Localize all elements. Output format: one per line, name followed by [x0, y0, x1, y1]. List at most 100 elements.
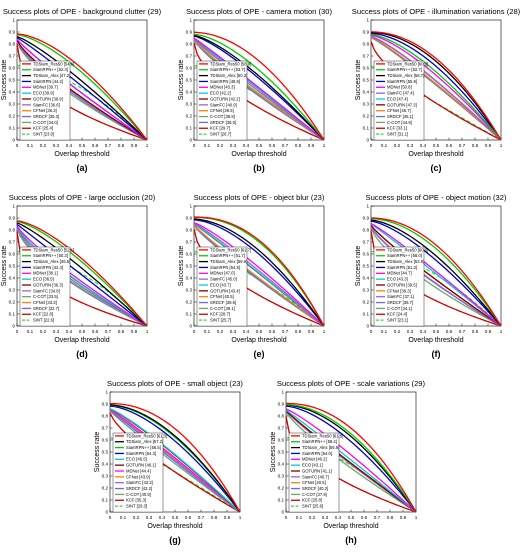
- legend-label-eco: ECO [36.5]: [33, 277, 54, 282]
- legend-label-cfnet: CFNet [45.7]: [387, 108, 411, 113]
- y-tick-label: 0.4: [363, 90, 370, 95]
- legend-label-siamfc: SiamFC [37.1]: [387, 294, 414, 299]
- x-tick-label: 0.5: [79, 329, 86, 334]
- x-tick-label: 0.6: [92, 329, 99, 334]
- chart-title: Success plots of OPE - camera motion (30…: [186, 7, 332, 16]
- series-line-siamrpn: [370, 220, 502, 327]
- y-tick-label: 0.6: [186, 252, 193, 257]
- y-tick-label: 0.1: [186, 126, 193, 131]
- panel-label: (d): [76, 349, 88, 359]
- legend-label-goturn: GOTURN [43.4]: [210, 288, 240, 293]
- legend-label-cfnet: CFNet [36.3]: [33, 108, 57, 113]
- y-tick-label: 0.8: [363, 228, 370, 233]
- x-tick-label: 0.4: [420, 329, 427, 334]
- x-tick-label: 0.5: [256, 143, 263, 148]
- x-tick-label: 0.9: [131, 329, 138, 334]
- y-tick-label: 0.7: [102, 426, 109, 431]
- legend-label-cfnet: CFNet [39.5]: [210, 108, 234, 113]
- x-tick-label: 0.2: [309, 515, 316, 520]
- y-tick-label: 0.1: [9, 312, 16, 317]
- legend-label-c-cot: C-COT [39.1]: [210, 306, 235, 311]
- series-line-siamrpn: [16, 223, 148, 327]
- y-tick-label: 0.5: [186, 264, 193, 269]
- x-tick-label: 0.8: [472, 329, 479, 334]
- series-line-c-cot: [109, 410, 241, 513]
- y-tick-label: 0.8: [278, 414, 285, 419]
- y-tick-label: 0.7: [186, 54, 193, 59]
- series-line-siamrpn: [193, 35, 325, 141]
- x-tick-label: 0.5: [79, 143, 86, 148]
- chart-panel-8: Success plots of OPE - scale variations …: [270, 379, 426, 545]
- y-tick-label: 0.6: [9, 252, 16, 257]
- legend-label-goturn: GOTURN [46.1]: [126, 463, 156, 468]
- x-tick-label: 0.1: [296, 515, 303, 520]
- x-tick-label: 0: [193, 329, 196, 334]
- y-axis-label: Success rate: [355, 60, 362, 101]
- series-line-mdnet: [16, 38, 148, 141]
- legend-label-tdsiam-alex: TDSiam_Alex [56.9]: [210, 259, 247, 264]
- y-tick-label: 0.9: [278, 402, 285, 407]
- legend-label-eco: ECO [42.2]: [210, 91, 231, 96]
- y-tick-label: 0.8: [9, 42, 16, 47]
- y-tick-label: 1: [366, 204, 369, 209]
- series-line-siamfc: [370, 35, 502, 141]
- series-line-tdsiam-alex: [16, 222, 148, 327]
- x-tick-label: 0.6: [446, 329, 453, 334]
- legend-label-siamrpn: SiamRPN [54.0]: [302, 451, 332, 456]
- x-tick-label: 0.1: [204, 329, 211, 334]
- chart-title: Success plots of OPE - large occlusion (…: [9, 193, 156, 202]
- legend-label-srdcf: SRDCF [38.0]: [210, 120, 236, 125]
- legend-label-mdnet: MDNet [50.8]: [387, 85, 412, 90]
- legend-label-kcf: KCF [24.4]: [387, 312, 407, 317]
- legend-label-sint: SINT [23.0]: [33, 132, 54, 137]
- legend-box: [196, 246, 248, 327]
- legend-label-srdcf: SRDCF [35.3]: [33, 114, 59, 119]
- x-tick-label: 0.4: [420, 143, 427, 148]
- panel-label: (c): [431, 163, 442, 173]
- legend-label-siamrpn: SiamRPN++ [50.3]: [33, 253, 68, 258]
- x-tick-label: 1: [146, 329, 149, 334]
- y-tick-label: 0.4: [186, 276, 193, 281]
- x-tick-label: 0.6: [269, 329, 276, 334]
- legend-label-kcf: KCF [25.4]: [33, 126, 53, 131]
- legend-label-c-cot: C-COT [34.1]: [387, 306, 412, 311]
- legend-box: [288, 432, 340, 513]
- x-tick-label: 0.5: [433, 329, 440, 334]
- series-line-eco: [109, 408, 241, 513]
- legend-label-c-cot: C-COT [40.8]: [126, 492, 151, 497]
- legend-label-sint: SINT [23.1]: [387, 318, 408, 323]
- x-axis-label: Overlap threshold: [408, 151, 463, 158]
- panel-label: (h): [345, 535, 357, 545]
- chart-panel-7: Success plots of OPE - small object (23)…: [94, 379, 243, 545]
- y-tick-label: 0.6: [186, 66, 193, 71]
- y-tick-label: 0: [189, 324, 192, 329]
- x-tick-label: 0.1: [204, 143, 211, 148]
- legend-label-tdsiam-res50: TDSiam_Res50 [58.9]: [210, 61, 251, 66]
- series-line-siamrpn: [193, 216, 325, 327]
- x-tick-label: 0.3: [53, 143, 60, 148]
- y-tick-label: 0.8: [186, 228, 193, 233]
- y-tick-label: 0.7: [186, 240, 193, 245]
- legend-label-c-cot: C-COT [38.8]: [210, 114, 235, 119]
- series-line-goturn: [370, 224, 502, 327]
- legend-label-sint: SINT [31.1]: [387, 132, 408, 137]
- legend-box: [19, 60, 71, 141]
- y-tick-label: 0.4: [102, 462, 109, 467]
- x-tick-label: 0: [370, 329, 373, 334]
- legend-label-siamrpn: SiamRPN++ [52.7]: [387, 67, 422, 72]
- legend-label-srdcf: SRDCF [42.2]: [126, 486, 152, 491]
- series-line-siamrpn: [16, 220, 148, 327]
- panel-label: (b): [253, 163, 265, 173]
- y-tick-label: 0.1: [363, 312, 370, 317]
- y-tick-label: 0.6: [363, 66, 370, 71]
- legend-label-sint: SINT [29.3]: [126, 504, 147, 509]
- y-tick-label: 0.8: [363, 42, 370, 47]
- legend-label-sint: SINT [25.6]: [302, 504, 323, 509]
- legend-label-tdsiam-alex: TDSiam_Alex [58.7]: [387, 73, 424, 78]
- x-tick-label: 0.4: [159, 515, 166, 520]
- legend-label-mdnet: MDNet [38.1]: [33, 271, 58, 276]
- y-tick-label: 0.4: [363, 276, 370, 281]
- chart-title: Success plots of OPE - object motion (32…: [366, 193, 507, 202]
- legend-label-tdsiam-res50: TDSiam_Res50 [52.1]: [33, 247, 74, 252]
- legend-label-goturn: GOTURN [36.9]: [33, 96, 63, 101]
